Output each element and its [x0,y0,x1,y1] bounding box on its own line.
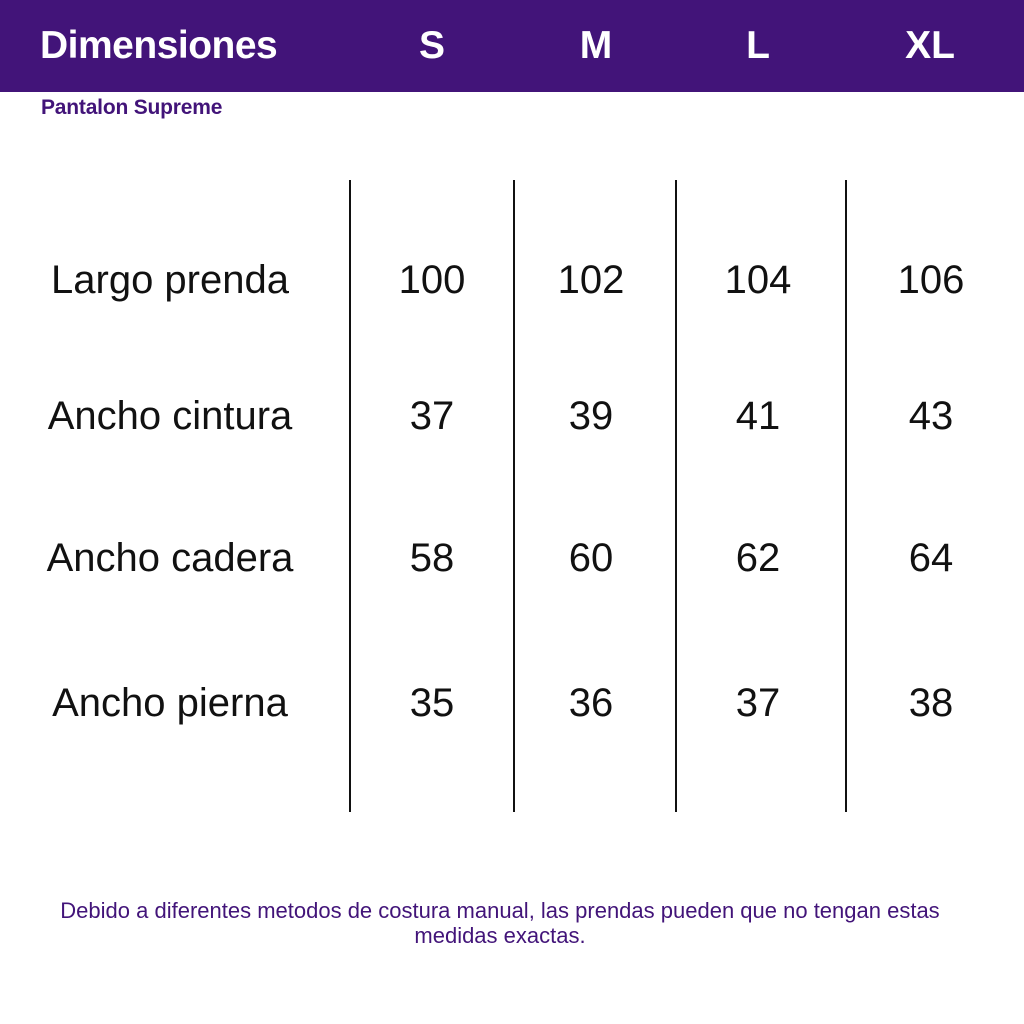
header-title: Dimensiones [40,24,278,67]
table-cell: 100 [398,258,466,302]
table-cell: 62 [735,536,781,580]
column-divider [845,180,847,812]
size-header-l: L [746,24,770,67]
table-cell: 39 [568,394,614,438]
column-divider [675,180,677,812]
table-cell: 60 [568,536,614,580]
table-cell: 38 [908,681,954,725]
size-header-xl: XL [905,24,955,67]
table-cell: 64 [908,536,954,580]
table-cell: 41 [735,394,781,438]
table-cell: 104 [724,258,792,302]
table-cell: 37 [735,681,781,725]
size-header-s: S [418,24,445,67]
row-label: Largo prenda [51,258,289,302]
column-divider [513,180,515,812]
table-cell: 58 [409,536,455,580]
row-label: Ancho cadera [46,536,294,580]
size-header-m: M [579,24,613,67]
table-cell: 106 [897,258,965,302]
row-label: Ancho pierna [52,681,288,725]
table-cell: 37 [409,394,455,438]
table-cell: 36 [568,681,614,725]
table-cell: 35 [409,681,455,725]
product-subtitle: Pantalon Supreme [41,96,223,119]
table-cell: 102 [557,258,625,302]
disclaimer-note: Debido a diferentes metodos de costura m… [60,898,940,948]
column-divider [349,180,351,812]
row-label: Ancho cintura [47,394,293,438]
table-cell: 43 [908,394,954,438]
header-bar: Dimensiones S M L XL [0,0,1024,92]
